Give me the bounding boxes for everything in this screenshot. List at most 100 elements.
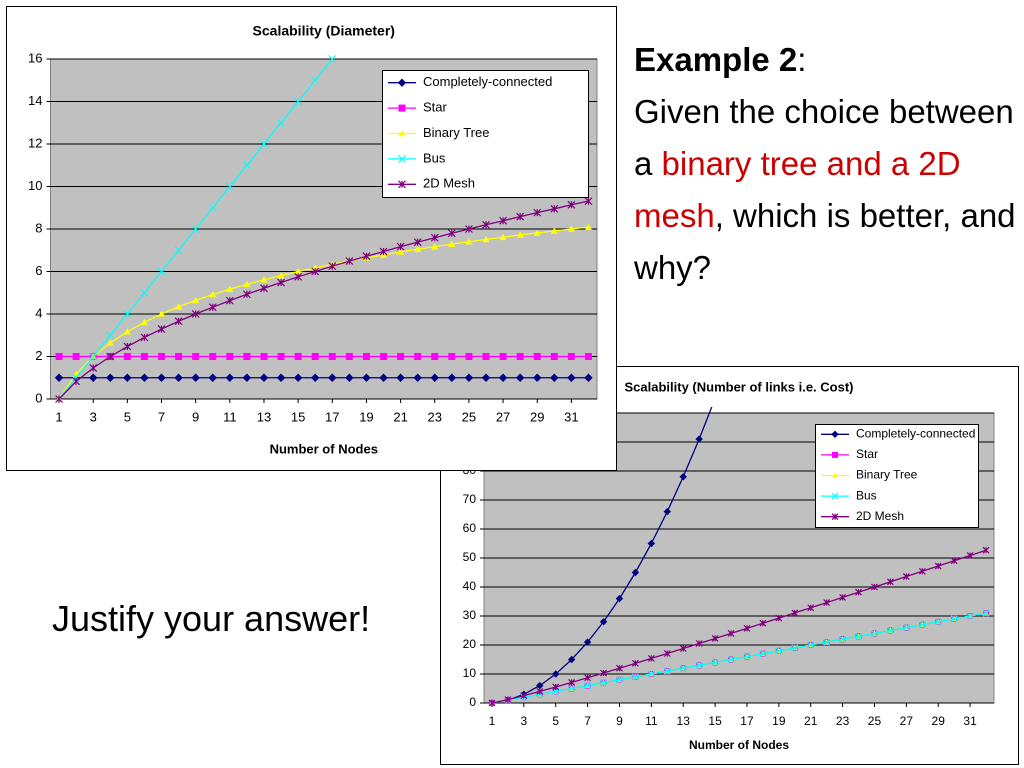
marker xyxy=(499,353,507,360)
marker xyxy=(567,353,575,360)
marker xyxy=(277,118,285,127)
marker xyxy=(567,225,575,232)
marker xyxy=(328,353,336,360)
marker xyxy=(431,353,439,360)
marker xyxy=(398,180,406,189)
marker xyxy=(934,562,942,570)
marker xyxy=(209,353,217,360)
marker xyxy=(647,655,655,662)
marker xyxy=(584,353,592,360)
series-line xyxy=(58,200,589,400)
x-tick-label: 31 xyxy=(564,409,578,424)
marker xyxy=(584,223,592,230)
y-tick-label: 40 xyxy=(463,579,477,593)
marker xyxy=(208,373,217,382)
x-tick-label: 7 xyxy=(584,714,591,728)
marker xyxy=(311,76,320,85)
y-tick-label: 4 xyxy=(35,305,42,320)
marker xyxy=(158,310,166,317)
marker xyxy=(533,229,541,236)
y-tick-label: 0 xyxy=(469,695,476,709)
marker xyxy=(647,670,655,678)
y-tick-label: 14 xyxy=(28,93,42,108)
question: Example 2: Given the choice between a bin… xyxy=(634,34,1019,294)
marker xyxy=(481,373,491,382)
marker xyxy=(584,674,592,682)
marker xyxy=(695,435,703,443)
marker xyxy=(260,276,268,283)
marker xyxy=(345,257,354,266)
x-tick-label: 1 xyxy=(55,409,62,424)
marker xyxy=(743,624,751,632)
marker xyxy=(567,655,576,664)
marker xyxy=(839,635,847,643)
marker xyxy=(242,373,252,382)
y-tick-label: 10 xyxy=(28,178,42,193)
marker xyxy=(430,373,439,382)
marker xyxy=(918,567,926,575)
marker xyxy=(550,227,558,234)
marker xyxy=(106,352,115,361)
marker xyxy=(567,373,576,382)
marker xyxy=(934,618,942,626)
y-tick-label: 8 xyxy=(35,220,42,235)
marker xyxy=(311,353,319,360)
marker xyxy=(89,352,98,361)
marker xyxy=(397,353,405,360)
marker xyxy=(839,593,847,601)
marker xyxy=(567,200,576,209)
marker xyxy=(430,233,439,242)
marker xyxy=(328,55,337,63)
marker xyxy=(192,296,200,304)
marker xyxy=(791,609,799,617)
marker xyxy=(448,240,456,247)
x-tick-label: 11 xyxy=(223,409,237,424)
marker xyxy=(88,373,98,382)
marker xyxy=(123,353,131,360)
marker xyxy=(791,644,799,652)
marker xyxy=(260,140,268,148)
marker xyxy=(711,635,719,642)
marker xyxy=(886,627,894,634)
heading: Example 2 xyxy=(634,41,798,78)
marker xyxy=(631,673,639,681)
marker xyxy=(294,353,302,360)
marker xyxy=(157,325,166,334)
marker xyxy=(397,248,405,255)
marker xyxy=(209,290,217,298)
marker xyxy=(106,331,115,340)
marker xyxy=(414,245,422,252)
marker xyxy=(140,333,149,342)
marker xyxy=(520,692,528,700)
marker xyxy=(966,612,974,620)
y-tick-label: 10 xyxy=(463,666,477,680)
marker xyxy=(191,373,200,382)
prompt: Justify your answer! xyxy=(52,598,371,639)
marker xyxy=(140,318,148,326)
x-tick-label: 29 xyxy=(932,714,946,728)
marker xyxy=(396,242,405,251)
marker xyxy=(515,373,525,382)
y-tick-label: 12 xyxy=(28,135,42,150)
x-tick-label: 17 xyxy=(325,409,339,424)
marker xyxy=(679,473,687,481)
marker xyxy=(55,395,63,403)
marker xyxy=(679,645,687,652)
marker xyxy=(727,629,735,637)
marker xyxy=(396,373,405,382)
marker xyxy=(293,373,303,382)
legend-label: Completely-connected xyxy=(856,426,975,440)
x-tick-label: 5 xyxy=(552,714,559,728)
marker xyxy=(982,546,990,554)
marker xyxy=(807,604,815,612)
marker xyxy=(243,353,251,360)
marker xyxy=(552,670,560,678)
question-highlight: binary tree and a 2D mesh xyxy=(634,145,961,234)
y-tick-label: 2 xyxy=(35,348,42,363)
marker xyxy=(464,373,474,382)
marker xyxy=(414,353,422,360)
marker xyxy=(242,290,251,299)
x-tick-label: 19 xyxy=(359,409,373,424)
